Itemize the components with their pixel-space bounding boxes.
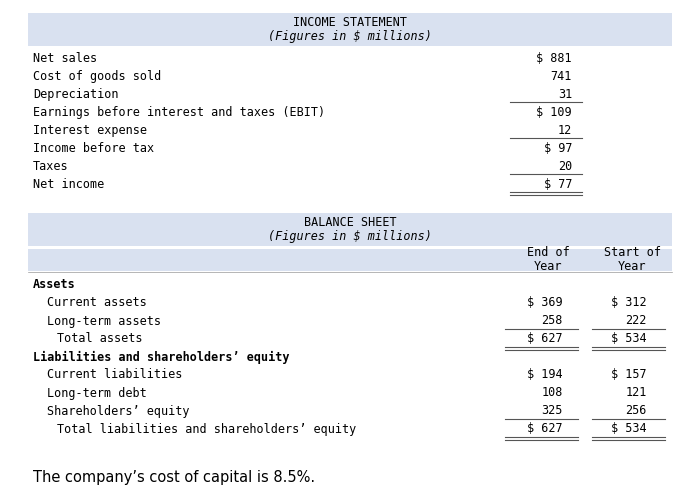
Text: $ 369: $ 369 [527,296,563,309]
Text: Long-term debt: Long-term debt [47,386,147,399]
Text: Net income: Net income [33,178,104,191]
Text: Interest expense: Interest expense [33,124,147,136]
Text: 108: 108 [542,386,563,399]
Bar [28,213,672,246]
Text: $ 534: $ 534 [611,332,647,346]
Text: 222: 222 [626,314,647,327]
Text: Long-term assets: Long-term assets [47,314,161,327]
Text: 256: 256 [626,404,647,417]
Text: Year: Year [533,261,562,274]
Text: Start of: Start of [603,246,661,260]
Text: Earnings before interest and taxes (EBIT): Earnings before interest and taxes (EBIT… [33,106,325,119]
Text: Cost of goods sold: Cost of goods sold [33,69,161,82]
Text: $ 109: $ 109 [536,106,572,119]
Text: (Figures in $ millions): (Figures in $ millions) [268,30,432,43]
Text: $ 157: $ 157 [611,369,647,381]
Text: $ 194: $ 194 [527,369,563,381]
Text: $ 534: $ 534 [611,423,647,436]
Text: 121: 121 [626,386,647,399]
Bar [28,249,672,271]
Text: $ 97: $ 97 [543,141,572,154]
Text: Taxes: Taxes [33,159,69,173]
Text: Current assets: Current assets [47,296,147,309]
Text: (Figures in $ millions): (Figures in $ millions) [268,230,432,243]
Text: $ 881: $ 881 [536,51,572,64]
Text: 325: 325 [542,404,563,417]
Text: Total assets: Total assets [57,332,143,346]
Text: Shareholders’ equity: Shareholders’ equity [47,404,190,417]
Text: 258: 258 [542,314,563,327]
Text: The company’s cost of capital is 8.5%.: The company’s cost of capital is 8.5%. [33,470,315,485]
Text: 31: 31 [558,88,572,101]
Text: Total liabilities and shareholders’ equity: Total liabilities and shareholders’ equi… [57,423,356,436]
Text: $ 627: $ 627 [527,332,563,346]
Bar [28,13,672,46]
Text: Income before tax: Income before tax [33,141,154,154]
Text: Current liabilities: Current liabilities [47,369,183,381]
Text: 12: 12 [558,124,572,136]
Text: Depreciation: Depreciation [33,88,118,101]
Text: 741: 741 [551,69,572,82]
Text: Liabilities and shareholders’ equity: Liabilities and shareholders’ equity [33,351,290,364]
Text: $ 77: $ 77 [543,178,572,191]
Text: $ 627: $ 627 [527,423,563,436]
Text: BALANCE SHEET: BALANCE SHEET [304,216,396,229]
Text: Assets: Assets [33,279,76,292]
Text: 20: 20 [558,159,572,173]
Text: End of: End of [526,246,569,260]
Text: $ 312: $ 312 [611,296,647,309]
Text: Net sales: Net sales [33,51,97,64]
Text: INCOME STATEMENT: INCOME STATEMENT [293,16,407,29]
Text: Year: Year [617,261,646,274]
